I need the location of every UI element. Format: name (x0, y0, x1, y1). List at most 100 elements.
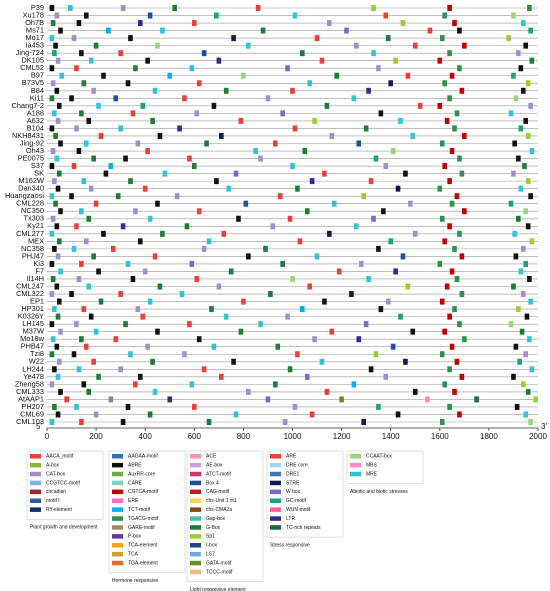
motif-site (520, 291, 526, 298)
motif-site (189, 260, 195, 267)
motif-site (444, 283, 450, 290)
motif-site (437, 185, 443, 192)
motif-site (155, 200, 160, 207)
motif-site (522, 163, 527, 170)
motif-site (135, 306, 141, 313)
legend-box (26, 450, 104, 520)
motif-site (56, 170, 62, 177)
motif-site (376, 245, 381, 252)
motif-site (110, 245, 116, 252)
motif-site (152, 87, 158, 94)
motif-site (520, 245, 526, 252)
motif-site (93, 42, 99, 49)
legend-label: GATA-motif (206, 560, 232, 566)
legend-label: ABRE (128, 463, 142, 469)
motif-site (88, 313, 94, 320)
motif-site (241, 298, 246, 305)
motif-site (454, 110, 460, 117)
row-label: Ms71 (26, 26, 44, 35)
legend-swatch (270, 525, 281, 530)
motif-site (125, 80, 131, 87)
row-label: B84 (31, 86, 44, 95)
legend-label: CGTCA-motif (128, 489, 159, 495)
motif-site (327, 20, 332, 27)
motif-site (147, 298, 153, 305)
motif-site (462, 42, 467, 49)
motif-site (527, 5, 532, 11)
motif-site (442, 163, 448, 170)
motif-site (454, 358, 460, 365)
motif-site (334, 72, 339, 79)
x-tick-label: 1400 (382, 432, 400, 441)
motif-site (98, 132, 104, 139)
motif-site (297, 238, 303, 245)
legend-swatch (112, 534, 123, 539)
motif-site (366, 275, 371, 282)
row-label: CML333 (16, 387, 44, 396)
row-label: CML52 (20, 63, 44, 72)
legend-title: Plant growth and development (30, 525, 98, 531)
motif-site (59, 72, 65, 79)
motif-site (524, 313, 530, 320)
motif-site (517, 358, 522, 365)
motif-site (206, 419, 212, 425)
motif-site (527, 275, 532, 282)
motif-site (79, 50, 84, 57)
legend-swatch (270, 498, 281, 503)
motif-site (405, 72, 411, 79)
legend-title: Light responsive element (190, 587, 246, 591)
motif-site (383, 163, 389, 170)
legend-swatch (190, 471, 201, 477)
motif-site (49, 35, 55, 42)
motif-site (457, 411, 462, 418)
motif-site (69, 291, 74, 298)
motif-site (400, 20, 406, 27)
legend-label: TCA-element (128, 543, 158, 549)
motif-site (125, 403, 131, 410)
motif-site (452, 306, 457, 313)
motif-site (452, 125, 457, 132)
motif-site (81, 178, 87, 185)
row-label: K0326Y (18, 312, 44, 321)
motif-site (516, 306, 521, 313)
motif-site (49, 230, 55, 237)
legend-label: chs-Unit 1 m1 (206, 498, 237, 504)
row-label: Huangzaosi (5, 191, 44, 200)
motif-site (371, 215, 376, 222)
motif-site (527, 336, 532, 343)
motif-site (192, 403, 197, 410)
motif-site (361, 193, 366, 200)
motif-site (373, 351, 379, 358)
motif-site (525, 223, 531, 230)
motif-site (285, 65, 290, 72)
motif-site (120, 223, 126, 230)
row-label: NC358 (21, 244, 44, 253)
motif-site (182, 351, 187, 358)
motif-site (147, 411, 153, 418)
motif-site (83, 12, 89, 19)
motif-site (529, 238, 535, 245)
motif-site (363, 125, 369, 132)
motif-site (290, 87, 295, 94)
motif-site (79, 260, 84, 267)
motif-site (49, 5, 55, 11)
row-label: Mo18w (20, 334, 44, 343)
motif-site (86, 215, 92, 222)
motif-site (519, 328, 525, 335)
motif-site (255, 5, 261, 11)
legend-label: G-Box (206, 525, 221, 531)
motif-site (528, 193, 533, 200)
motif-site (55, 185, 61, 192)
motif-site (525, 80, 531, 87)
legend-swatch (112, 471, 123, 477)
motif-site (216, 283, 222, 290)
motif-site (79, 208, 84, 215)
row-label: Jing-724 (16, 48, 44, 57)
motif-site (83, 140, 89, 147)
motif-site (55, 57, 61, 64)
motif-site (58, 27, 63, 34)
motif-site (137, 20, 143, 27)
motif-site (125, 260, 131, 267)
legend-label: chs-CMA2a (206, 507, 232, 513)
